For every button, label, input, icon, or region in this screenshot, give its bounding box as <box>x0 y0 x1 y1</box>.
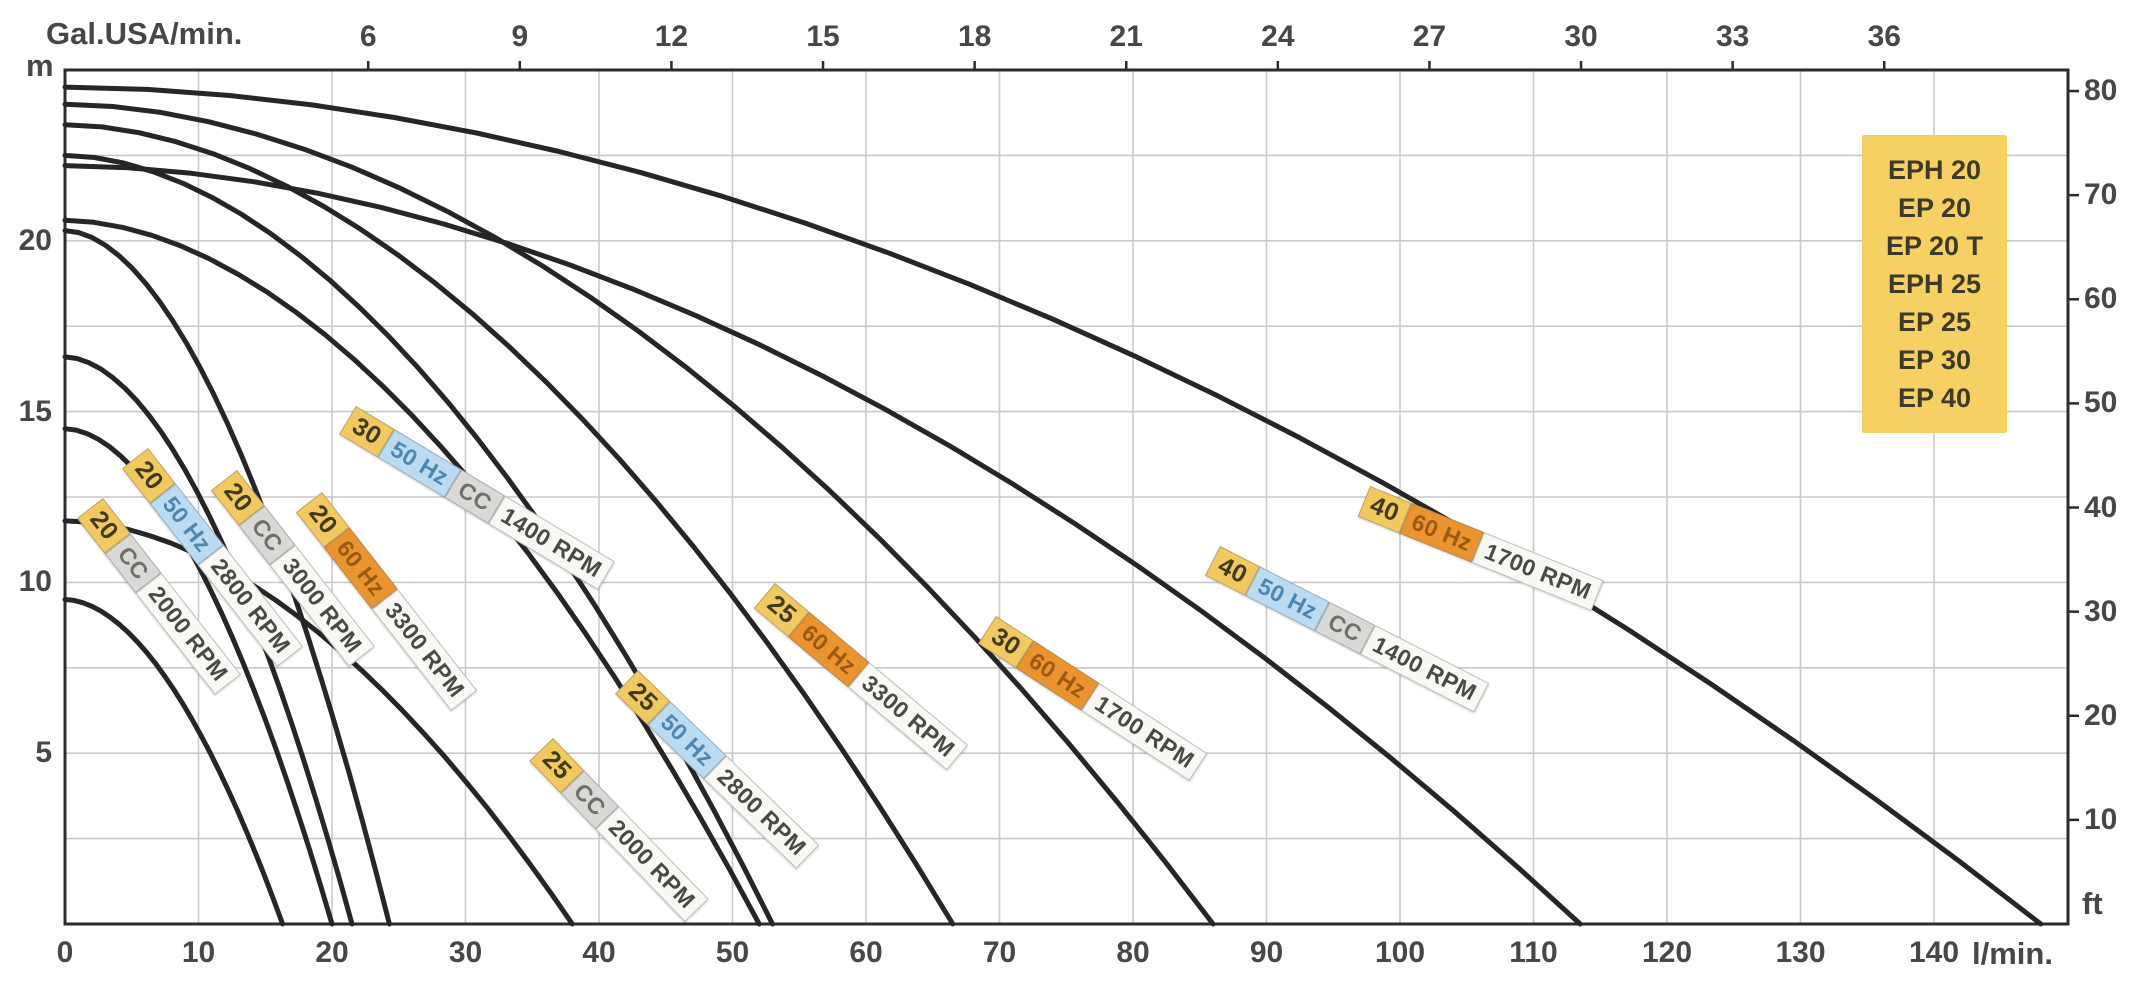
top-tick-9: 9 <box>511 20 529 53</box>
bottom-tick-70: 70 <box>982 936 1017 969</box>
right-tick-50: 50 <box>2084 386 2118 420</box>
left-tick-15: 15 <box>18 394 52 428</box>
curve-20-cc-3000-rpm <box>62 354 355 927</box>
bottom-tick-90: 90 <box>1249 936 1284 969</box>
top-tick-18: 18 <box>957 20 992 53</box>
performance-curves <box>62 84 2044 927</box>
axis-title-l-min: l/min. <box>1972 936 2053 971</box>
right-tick-20: 20 <box>2084 698 2118 732</box>
legend-item-ep-40: EP 40 <box>1897 383 1972 413</box>
bottom-tick-130: 130 <box>1775 936 1826 969</box>
top-tick-21: 21 <box>1109 20 1143 53</box>
curve-25-cc-2000-rpm <box>62 518 575 927</box>
curve-40-60hz-1700-rpm <box>62 84 2044 927</box>
right-tick-10: 10 <box>2084 802 2118 836</box>
curve-20-60hz-3300-rpm <box>62 228 392 927</box>
bottom-tick-110: 110 <box>1509 936 1558 969</box>
bottom-tick-140: 140 <box>1908 936 1960 969</box>
bottom-tick-80: 80 <box>1116 936 1150 969</box>
legend-model-list: EPH 20 EP 20 EP 20 T EPH 25 EP 25 EP 30 EP 40 <box>1862 135 2007 433</box>
top-tick-33: 33 <box>1715 20 1750 53</box>
legend-item-ep-25: EP 25 <box>1897 307 1972 337</box>
bottom-tick-20: 20 <box>315 936 349 969</box>
curve-20-cc-2000-rpm <box>62 597 286 927</box>
top-tick-30: 30 <box>1564 20 1598 53</box>
bottom-tick-120: 120 <box>1641 936 1693 969</box>
tick-marks <box>366 61 2079 822</box>
right-tick-80: 80 <box>2084 74 2118 108</box>
top-tick-15: 15 <box>806 20 840 53</box>
top-tick-6: 6 <box>359 20 377 53</box>
bottom-tick-30: 30 <box>448 936 483 969</box>
plot-frame <box>63 68 2070 926</box>
left-tick-5: 5 <box>35 736 52 770</box>
curve-30-60hz-1700-rpm <box>62 101 1216 927</box>
top-tick-36: 36 <box>1867 20 1901 53</box>
legend-item-ep-20: EP 20 <box>1897 193 1972 223</box>
top-tick-24: 24 <box>1261 20 1295 53</box>
legend-item-ep-30: EP 30 <box>1897 345 1972 375</box>
left-tick-20: 20 <box>18 223 52 257</box>
curve-25-50hz-2800-rpm <box>62 217 762 927</box>
right-tick-60: 60 <box>2084 282 2118 316</box>
bottom-tick-10: 10 <box>181 936 216 969</box>
legend-item-ep-20-t: EP 20 T <box>1885 231 1984 261</box>
bottom-tick-0: 0 <box>56 936 74 969</box>
curve-40-50hz-cc-1400-rpm <box>62 163 1583 927</box>
axis-title-gal-usa-min: Gal.USA/min. <box>46 16 243 51</box>
curve-25-60hz-3300-rpm <box>62 122 956 927</box>
legend-item-eph-25: EPH 25 <box>1887 269 1982 299</box>
bottom-tick-100: 100 <box>1374 936 1426 969</box>
bottom-tick-50: 50 <box>715 936 750 969</box>
axis-title-ft: ft <box>2082 886 2103 921</box>
grid <box>65 70 2068 924</box>
top-tick-27: 27 <box>1412 20 1447 53</box>
bottom-tick-60: 60 <box>849 936 883 969</box>
axis-title-m: m <box>26 48 54 83</box>
right-tick-40: 40 <box>2084 490 2118 524</box>
bottom-tick-40: 40 <box>582 936 616 969</box>
legend-item-eph-20: EPH 20 <box>1887 155 1982 185</box>
right-tick-70: 70 <box>2084 178 2118 212</box>
right-tick-30: 30 <box>2084 594 2118 628</box>
top-tick-12: 12 <box>654 20 689 53</box>
left-tick-10: 10 <box>18 565 52 599</box>
